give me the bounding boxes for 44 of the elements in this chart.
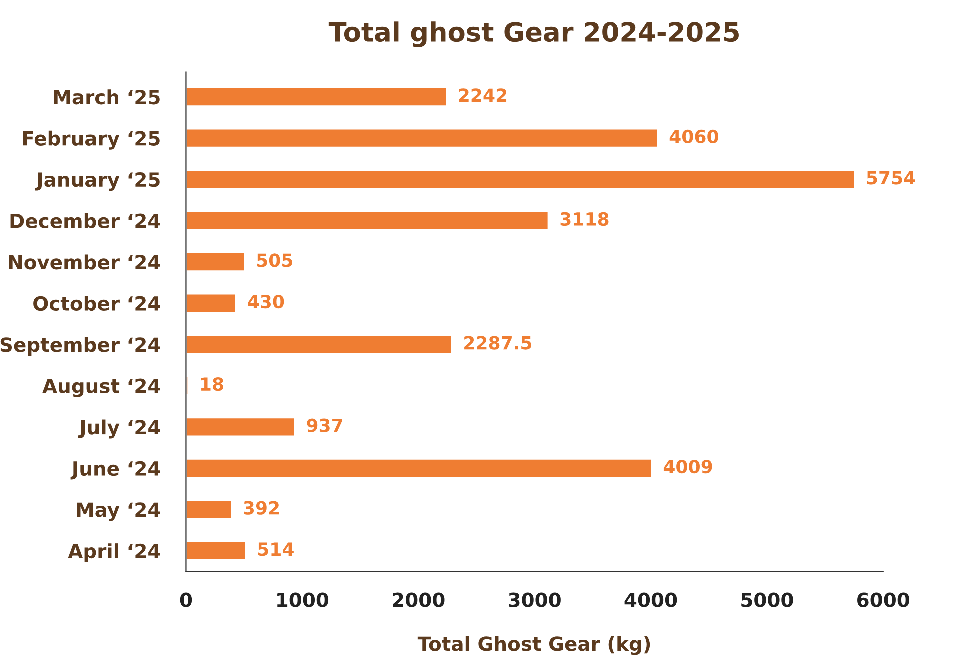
- bar: [186, 458, 653, 478]
- y-tick-label: December ‘24: [10, 213, 160, 228]
- y-tick-label: May ‘24: [77, 502, 160, 522]
- y-tick-label: March ‘25: [54, 90, 160, 105]
- bar: [186, 210, 550, 231]
- data-label: 2287.5: [464, 336, 532, 350]
- chart-title: Total ghost Gear 2024-2025: [328, 22, 739, 48]
- x-tick-label: 2000: [393, 592, 445, 608]
- data-label: 5754: [867, 171, 916, 185]
- data-label: 430: [248, 294, 284, 309]
- bar: [186, 293, 237, 314]
- x-axis-title: Total Ghost Gear (kg): [418, 636, 650, 656]
- data-label: 4060: [670, 130, 718, 144]
- bar: [186, 417, 296, 438]
- data-label: 4009: [664, 460, 712, 474]
- data-label: 18: [201, 377, 224, 392]
- x-tick-label: 6000: [858, 592, 910, 608]
- y-tick-label: November ‘24: [9, 254, 160, 270]
- data-label: 392: [244, 501, 280, 515]
- bar: [186, 252, 246, 272]
- y-tick-label: June ‘24: [70, 461, 160, 480]
- x-tick-label: 0: [180, 592, 192, 608]
- y-tick-label: September ‘24: [0, 337, 160, 356]
- y-tick-label: February ‘25: [23, 130, 160, 150]
- y-tick-label: April ‘24: [68, 544, 160, 562]
- bar: [186, 170, 856, 190]
- x-tick-label: 1000: [278, 592, 329, 608]
- y-tick-label: January ‘25: [35, 172, 160, 192]
- bar: [186, 128, 659, 148]
- y-tick-label: July ‘24: [78, 420, 160, 439]
- data-label: 514: [258, 542, 294, 556]
- bar: [186, 87, 448, 108]
- bar: [186, 540, 247, 561]
- bar: [186, 334, 453, 355]
- data-label: 937: [307, 418, 342, 432]
- y-tick-label: August ‘24: [42, 378, 160, 398]
- x-tick-label: 4000: [624, 592, 678, 608]
- y-tick-label: October ‘24: [34, 296, 160, 312]
- data-label: 2242: [459, 88, 507, 102]
- x-tick-label: 3000: [509, 592, 561, 608]
- data-label: 505: [257, 254, 292, 268]
- x-tick-label: 5000: [742, 592, 794, 608]
- bar: [186, 500, 232, 520]
- data-label: 3118: [560, 212, 609, 226]
